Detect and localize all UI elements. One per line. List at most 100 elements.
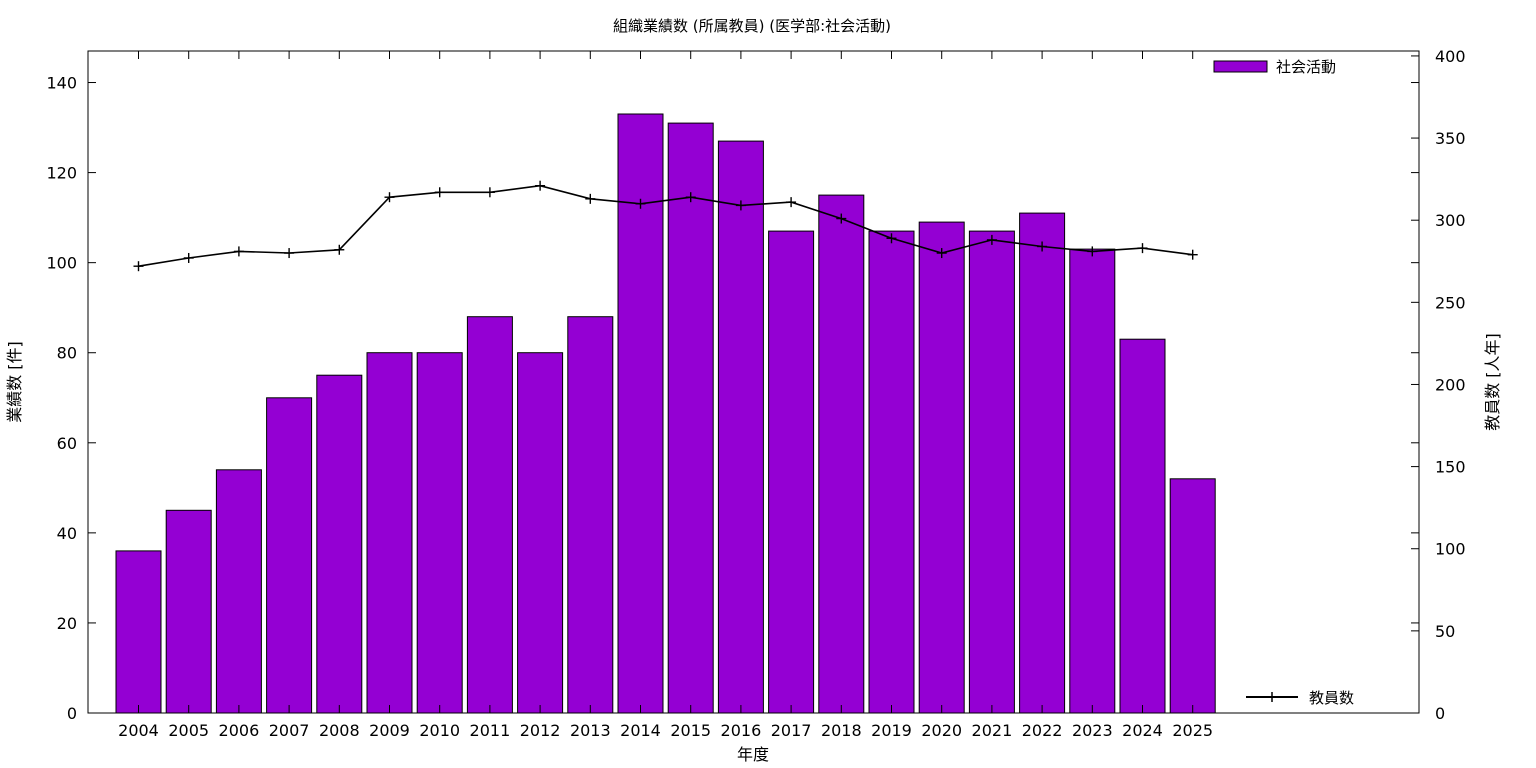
bar-2013 xyxy=(567,316,614,714)
right-tick-label: 350 xyxy=(1435,129,1466,148)
line-point-2023 xyxy=(1087,246,1098,257)
bar-2004 xyxy=(115,550,162,714)
x-tick-label: 2006 xyxy=(219,721,260,740)
x-tick-label: 2014 xyxy=(620,721,661,740)
line-point-2018 xyxy=(836,213,847,224)
right-tick-label: 200 xyxy=(1435,375,1466,394)
right-tick-label: 400 xyxy=(1435,47,1466,66)
line-point-2014 xyxy=(635,198,646,209)
line-point-2012 xyxy=(535,180,546,191)
x-tick-label: 2008 xyxy=(319,721,360,740)
line-series-path xyxy=(138,184,1193,267)
line-point-2006 xyxy=(233,246,244,257)
bar-2014 xyxy=(617,113,664,714)
x-tick-label: 2025 xyxy=(1172,721,1213,740)
line-point-2022 xyxy=(1037,241,1048,252)
x-tick-label: 2005 xyxy=(168,721,209,740)
left-tick-label: 20 xyxy=(57,614,77,633)
bar-2015 xyxy=(667,122,714,714)
left-tick-label: 40 xyxy=(57,524,77,543)
x-tick-label: 2009 xyxy=(369,721,410,740)
left-y-axis: 0 20 40 60 80 100 120 140 xyxy=(46,74,1419,723)
plot-frame xyxy=(87,50,1420,714)
bar-2012 xyxy=(517,352,564,714)
right-tick-label: 0 xyxy=(1435,704,1445,723)
x-tick-label: 2004 xyxy=(118,721,159,740)
y-axis-label: 業績数 [件] xyxy=(5,341,24,423)
line-layer xyxy=(133,180,1198,272)
line-point-2016 xyxy=(735,200,746,211)
line-point-2004 xyxy=(133,261,144,272)
legend-bar-label: 社会活動 xyxy=(1276,58,1336,76)
line-point-2024 xyxy=(1137,243,1148,254)
left-tick-label: 80 xyxy=(57,344,77,363)
bar-2020 xyxy=(918,221,965,714)
x-tick-label: 2011 xyxy=(470,721,511,740)
bar-2011 xyxy=(466,316,513,714)
line-point-2025 xyxy=(1187,249,1198,260)
bar-2021 xyxy=(968,230,1015,714)
bar-2009 xyxy=(366,352,413,714)
bar-2022 xyxy=(1019,212,1066,714)
y2-axis-label: 教員数 [人年] xyxy=(1483,333,1502,431)
bar-2017 xyxy=(768,230,815,714)
line-point-2008 xyxy=(334,244,345,255)
x-tick-label: 2018 xyxy=(821,721,862,740)
line-point-2007 xyxy=(284,248,295,259)
x-tick-label: 2019 xyxy=(871,721,912,740)
right-tick-label: 300 xyxy=(1435,211,1466,230)
x-tick-label: 2023 xyxy=(1072,721,1113,740)
x-tick-label: 2016 xyxy=(721,721,762,740)
left-tick-label: 120 xyxy=(46,164,77,183)
right-tick-label: 50 xyxy=(1435,622,1455,641)
bar-2019 xyxy=(868,230,915,714)
x-tick-label: 2021 xyxy=(972,721,1013,740)
bar-2007 xyxy=(266,397,313,714)
bar-2023 xyxy=(1069,248,1116,714)
line-point-2019 xyxy=(886,233,897,244)
x-tick-label: 2012 xyxy=(520,721,561,740)
bar-2010 xyxy=(416,352,463,714)
right-tick-label: 150 xyxy=(1435,458,1466,477)
x-tick-label: 2015 xyxy=(670,721,711,740)
line-point-2021 xyxy=(986,234,997,245)
left-tick-label: 0 xyxy=(67,704,77,723)
x-tick-label: 2007 xyxy=(269,721,310,740)
right-tick-label: 100 xyxy=(1435,540,1466,559)
right-y-axis: 0 50 100 150 200 250 300 350 400 xyxy=(1411,47,1466,723)
x-tick-label: 2013 xyxy=(570,721,611,740)
left-tick-label: 100 xyxy=(46,254,77,273)
bar-2006 xyxy=(215,469,262,714)
bar-2018 xyxy=(818,194,865,714)
legend-bar-swatch xyxy=(1213,60,1268,73)
chart-title: 組織業績数 (所属教員) (医学部:社会活動) xyxy=(613,17,891,35)
x-axis: 2004 2005 2006 2007 2008 2009 2010 2011 2012 2013… xyxy=(118,51,1213,740)
x-tick-label: 2017 xyxy=(771,721,812,740)
bars-layer xyxy=(115,113,1216,714)
x-tick-label: 2020 xyxy=(921,721,962,740)
x-axis-label: 年度 xyxy=(737,745,769,764)
legend-line: 教員数 xyxy=(1246,689,1354,707)
x-tick-label: 2024 xyxy=(1122,721,1163,740)
bar-2005 xyxy=(165,509,212,714)
x-tick-label: 2010 xyxy=(419,721,460,740)
line-point-2015 xyxy=(685,192,696,203)
right-tick-label: 250 xyxy=(1435,293,1466,312)
x-tick-label: 2022 xyxy=(1022,721,1063,740)
line-point-2020 xyxy=(936,248,947,259)
line-point-2017 xyxy=(786,197,797,208)
bar-2025 xyxy=(1169,478,1216,714)
bar-2008 xyxy=(316,374,363,714)
line-point-2009 xyxy=(384,192,395,203)
line-point-2005 xyxy=(183,252,194,263)
line-point-2010 xyxy=(434,187,445,198)
bar-2024 xyxy=(1119,338,1166,714)
left-tick-label: 60 xyxy=(57,434,77,453)
line-point-2011 xyxy=(484,187,495,198)
line-point-2013 xyxy=(585,193,596,204)
legend-bar: 社会活動 xyxy=(1213,58,1336,76)
legend-line-label: 教員数 xyxy=(1309,689,1354,707)
left-tick-label: 140 xyxy=(46,74,77,93)
bar-2016 xyxy=(717,140,764,714)
